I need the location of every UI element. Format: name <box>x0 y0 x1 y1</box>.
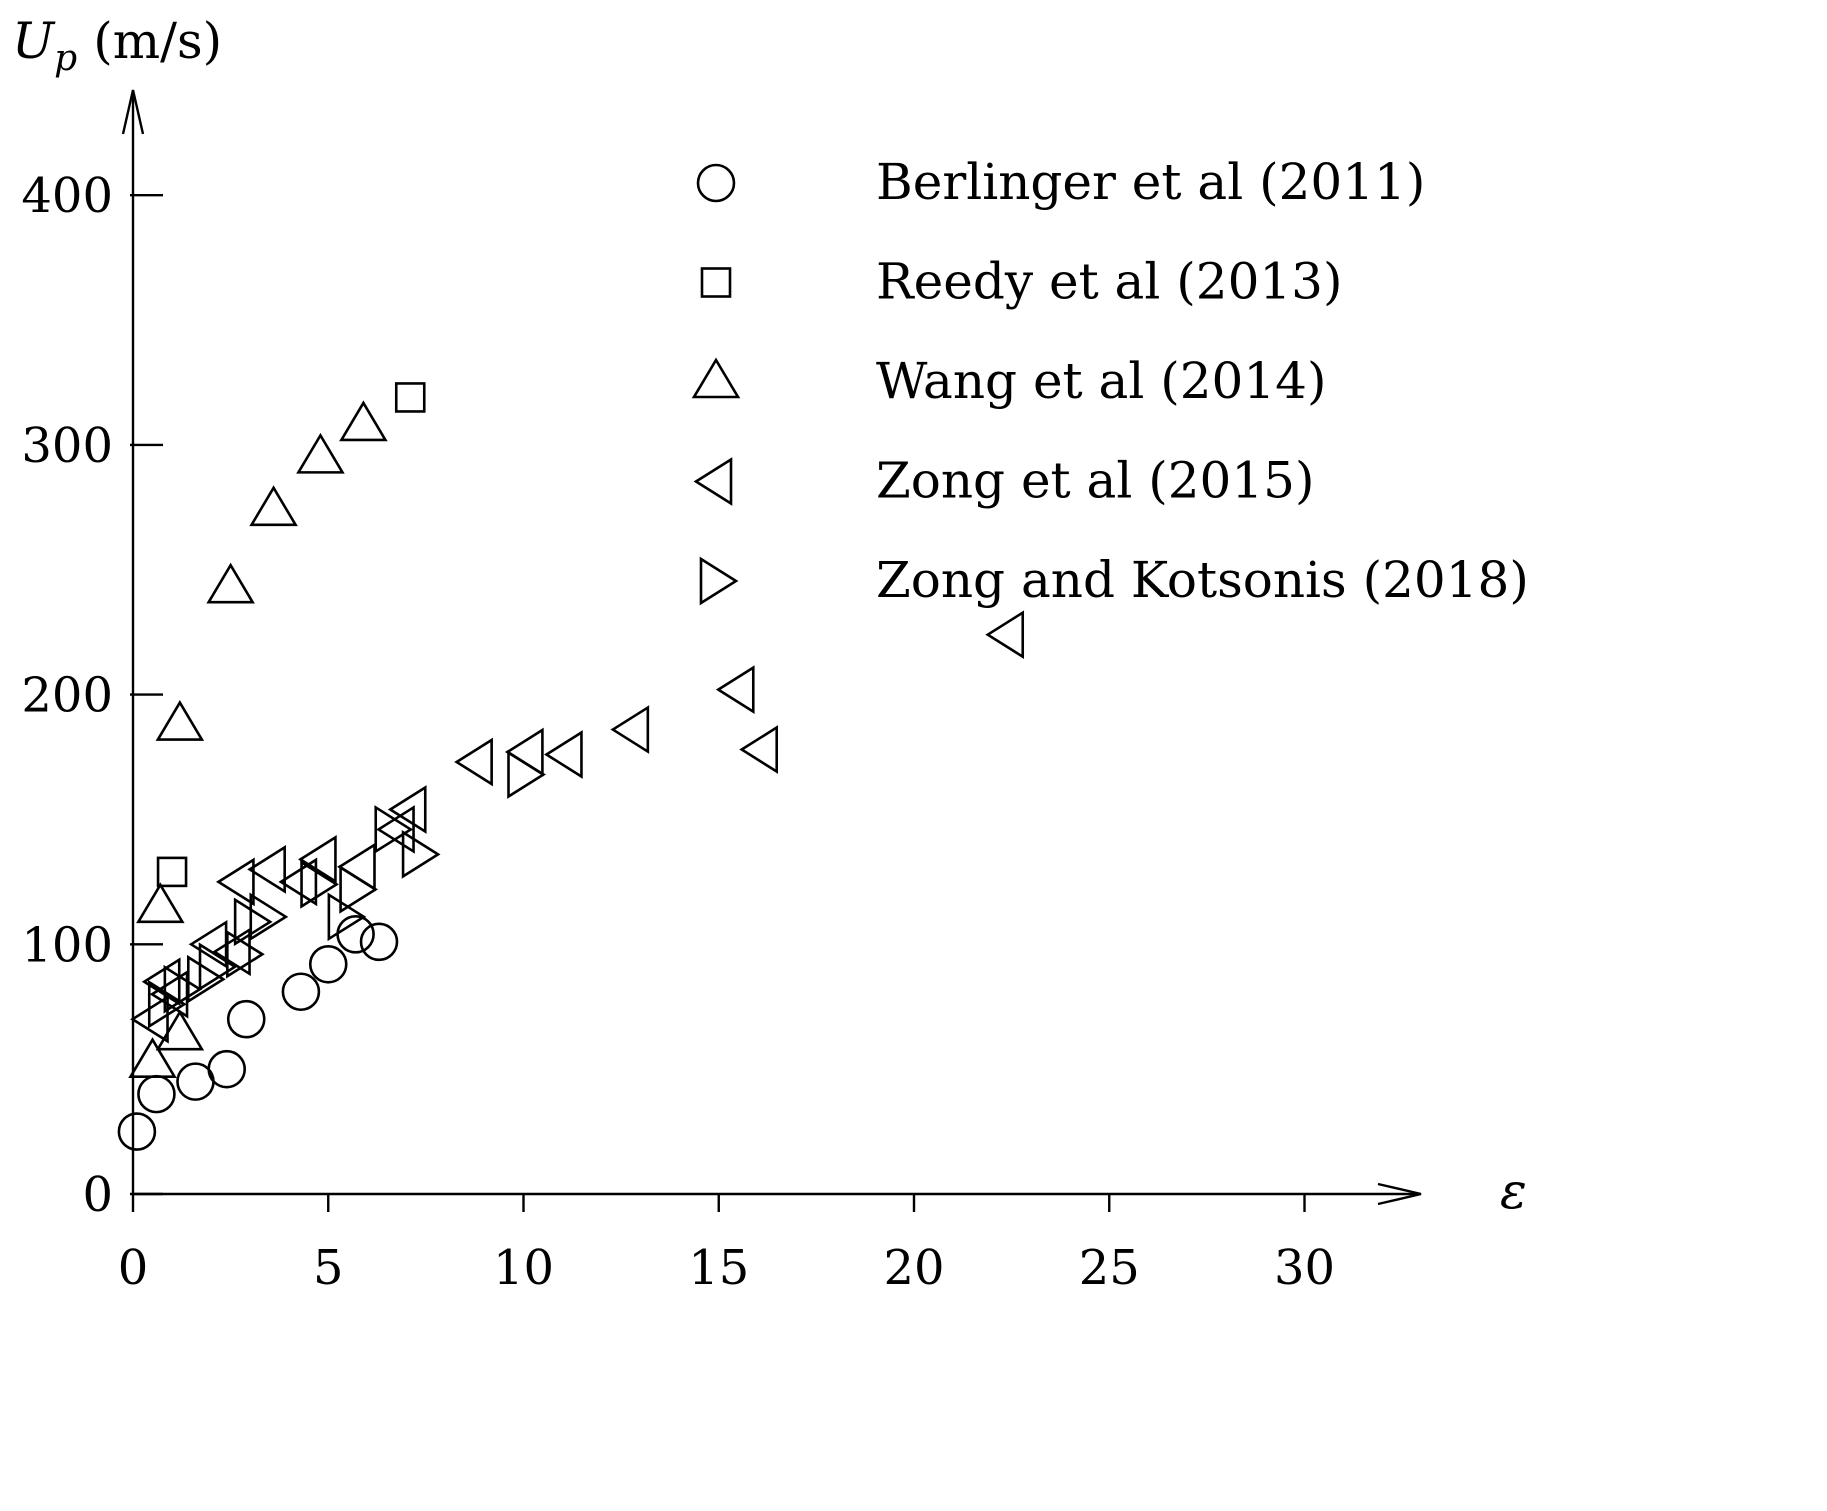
y-tick-label: 0 <box>82 1167 113 1223</box>
data-point-square <box>394 382 426 413</box>
data-point-triangle-up <box>155 1009 205 1051</box>
x-tick-label: 15 <box>688 1240 749 1296</box>
data-point-triangle-right <box>163 964 203 1014</box>
data-point-circle <box>117 1112 157 1151</box>
data-point-triangle-left <box>387 785 427 834</box>
legend-marker-triangle-up <box>691 357 741 399</box>
data-point-triangle-right <box>327 892 367 942</box>
x-axis-arrowhead <box>1377 1182 1422 1206</box>
data-markers <box>117 382 1025 1151</box>
data-point-triangle-left <box>188 919 228 969</box>
legend-marker-circle <box>696 163 736 203</box>
data-point-circle <box>359 922 399 962</box>
data-point-triangle-left <box>376 805 415 854</box>
data-point-circle <box>137 1074 176 1114</box>
x-axis-title: ε <box>1500 1162 1527 1220</box>
data-point-triangle-up <box>249 485 298 527</box>
x-tick-label: 25 <box>1079 1240 1140 1296</box>
x-tick-label: 0 <box>118 1240 149 1296</box>
data-point-triangle-right <box>147 979 187 1029</box>
data-point-circle <box>226 999 266 1039</box>
y-axis-title-unit: (m/s) <box>93 12 222 70</box>
y-axis-title-symbol: U <box>12 12 56 70</box>
data-point-triangle-up <box>136 882 185 924</box>
data-point-triangle-right <box>233 897 273 947</box>
y-axis-title-subscript: p <box>54 38 77 79</box>
legend-label: Reedy et al (2013) <box>876 253 1343 311</box>
data-point-triangle-right <box>374 805 414 854</box>
data-point-circle <box>281 972 321 1012</box>
data-point-triangle-left <box>985 610 1025 660</box>
legend: Berlinger et al (2011) Reedy et al (2013)… <box>691 153 1529 609</box>
data-point-triangle-left <box>739 725 779 774</box>
data-point-triangle-left <box>544 730 583 779</box>
legend-marker-square <box>700 267 732 298</box>
data-point-triangle-left <box>715 665 755 714</box>
data-point-triangle-up <box>339 400 388 442</box>
data-point-triangle-up <box>296 432 345 474</box>
legend-marker-triangle-left <box>693 457 733 506</box>
data-point-triangle-right <box>339 865 379 914</box>
data-point-triangle-left <box>610 705 650 754</box>
y-tick-label: 300 <box>21 418 113 474</box>
data-point-triangle-left <box>504 727 544 777</box>
data-point-triangle-right <box>186 954 226 1004</box>
y-tick-label: 100 <box>21 917 113 973</box>
y-axis-arrowhead <box>121 89 145 135</box>
legend-label: Zong et al (2015) <box>876 452 1314 510</box>
x-tick-label: 10 <box>493 1240 554 1296</box>
data-point-triangle-up <box>206 562 255 604</box>
legend-label: Wang et al (2014) <box>876 352 1327 410</box>
legend-label: Zong and Kotsonis (2018) <box>876 551 1529 609</box>
y-tick-label: 400 <box>21 168 113 224</box>
axes <box>121 89 1422 1206</box>
data-point-triangle-left <box>278 857 318 907</box>
data-point-triangle-right <box>507 750 546 799</box>
data-point-triangle-right <box>401 830 441 879</box>
data-point-triangle-left <box>297 835 337 884</box>
data-point-triangle-right <box>249 892 289 942</box>
data-point-circle <box>308 944 348 984</box>
data-point-triangle-left <box>215 857 255 907</box>
legend-marker-triangle-right <box>699 556 739 606</box>
data-point-square <box>156 856 188 888</box>
axis-titles: Up (m/s) ε <box>12 12 1527 1220</box>
data-point-triangle-left <box>212 927 251 977</box>
data-point-triangle-right <box>226 929 265 979</box>
x-tick-label: 5 <box>313 1240 344 1296</box>
data-point-triangle-left <box>337 842 376 892</box>
x-tick-label: 30 <box>1274 1240 1335 1296</box>
data-point-triangle-left <box>247 845 286 894</box>
data-point-triangle-left <box>454 737 493 787</box>
data-point-triangle-up <box>128 1037 177 1078</box>
x-tick-label: 20 <box>883 1240 944 1296</box>
y-tick-label: 200 <box>21 668 113 724</box>
data-point-triangle-up <box>155 700 205 741</box>
legend-label: Berlinger et al (2011) <box>876 153 1425 211</box>
y-axis-title: Up (m/s) <box>12 12 222 79</box>
data-point-triangle-left <box>141 957 181 1007</box>
data-point-triangle-right <box>300 860 339 909</box>
data-point-triangle-right <box>198 942 238 992</box>
data-point-circle <box>207 1049 247 1089</box>
